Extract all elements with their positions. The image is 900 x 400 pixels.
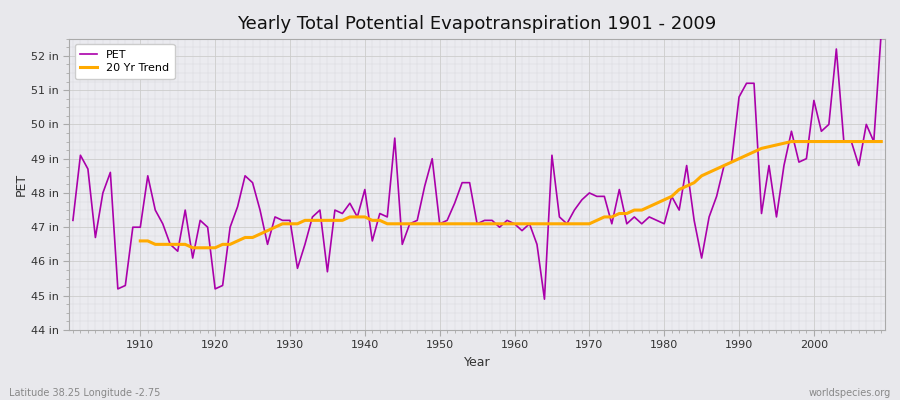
20 Yr Trend [135, 238, 146, 243]
Title: Yearly Total Potential Evapotranspiration 1901 - 2009: Yearly Total Potential Evapotranspiratio… [238, 15, 716, 33]
20 Yr Trend [284, 221, 295, 226]
PET [68, 218, 78, 223]
PET [607, 221, 617, 226]
Text: worldspecies.org: worldspecies.org [809, 388, 891, 398]
X-axis label: Year: Year [464, 356, 490, 369]
PET [501, 218, 512, 223]
PET [337, 211, 347, 216]
Text: Latitude 38.25 Longitude -2.75: Latitude 38.25 Longitude -2.75 [9, 388, 160, 398]
20 Yr Trend [584, 221, 595, 226]
PET [292, 266, 303, 271]
PET [539, 297, 550, 302]
Legend: PET, 20 Yr Trend: PET, 20 Yr Trend [75, 44, 175, 79]
20 Yr Trend [524, 221, 535, 226]
20 Yr Trend [187, 245, 198, 250]
PET [128, 225, 139, 230]
Line: PET: PET [73, 32, 881, 299]
20 Yr Trend [876, 139, 886, 144]
20 Yr Trend [853, 139, 864, 144]
20 Yr Trend [831, 139, 842, 144]
Y-axis label: PET: PET [15, 173, 28, 196]
Line: 20 Yr Trend: 20 Yr Trend [140, 142, 881, 248]
PET [876, 30, 886, 34]
20 Yr Trend [314, 218, 325, 223]
20 Yr Trend [786, 139, 796, 144]
PET [509, 221, 520, 226]
